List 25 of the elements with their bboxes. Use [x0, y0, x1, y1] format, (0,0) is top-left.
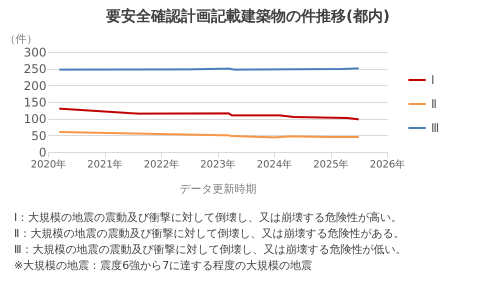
y-tick-label: 0	[38, 146, 46, 160]
x-tick-label: 2020年	[30, 158, 66, 170]
legend-label: Ⅰ	[431, 73, 435, 87]
chart-title: 要安全確認計画記載建築物の件推移(都内)	[105, 7, 390, 25]
line-series	[58, 108, 360, 120]
x-tick-label: 2021年	[87, 158, 123, 170]
x-tick-label: 2024年	[256, 158, 292, 170]
text: ※大規模の地震：震度6強から7に達する程度の大規模の地震	[14, 259, 312, 272]
legend-label: Ⅱ	[431, 97, 437, 111]
y-tick-label: 300	[24, 46, 46, 60]
x-tick-label: 2025年	[313, 158, 349, 170]
text: Ⅰ：大規模の地震の震動及び衝撃に対して倒壊し、又は崩壊する危険性が高い。	[14, 211, 402, 224]
y-tick-label: 100	[24, 112, 46, 126]
text: Ⅱ：大規模の地震の震動及び衝撃に対して倒壊し、又は崩壊する危険性がある。	[14, 227, 404, 240]
y-tick-label: 200	[24, 78, 46, 93]
x-tick-label: 2026年	[370, 158, 406, 170]
y-tick-label: 250	[24, 62, 46, 76]
text: Ⅲ：大規模の地震の震動及び衝撃に対して倒壊し、又は崩壊する危険性が低い。	[14, 243, 407, 256]
x-axis-title: データ更新時期	[180, 182, 256, 196]
x-tick-label: 2023年	[200, 158, 236, 170]
x-tick-label: 2022年	[144, 158, 180, 170]
legend-label: Ⅲ	[431, 121, 440, 135]
y-axis-title: （件）	[4, 32, 38, 46]
y-tick-label: 150	[24, 96, 46, 110]
y-tick-label: 50	[31, 128, 46, 143]
